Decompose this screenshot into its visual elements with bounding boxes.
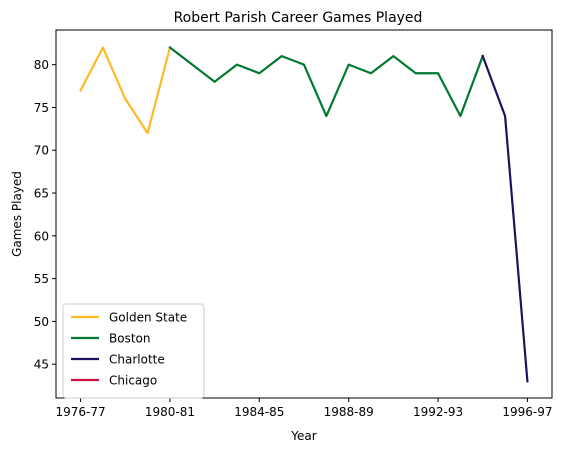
y-axis-label: Games Played — [10, 171, 24, 257]
y-tick-label: 60 — [34, 229, 49, 243]
y-tick-label: 75 — [34, 101, 49, 115]
y-tick-label: 70 — [34, 144, 49, 158]
y-tick-label: 65 — [34, 187, 49, 201]
y-axis: 45 50 55 60 65 70 75 80 — [34, 58, 56, 372]
x-tick-label: 1984-85 — [234, 405, 284, 419]
series-line-golden-state — [79, 46, 172, 135]
x-tick-label: 1996-97 — [502, 405, 552, 419]
x-tick-label: 1992-93 — [413, 405, 463, 419]
x-tick-label: 1980-81 — [145, 405, 195, 419]
x-tick-label: 1976-77 — [56, 405, 106, 419]
y-tick-label: 80 — [34, 58, 49, 72]
y-tick-label: 45 — [34, 358, 49, 372]
x-axis: 1976-77 1980-81 1984-85 1988-89 1992-93 1996-… — [56, 398, 552, 419]
legend-label: Charlotte — [109, 353, 165, 367]
legend-label: Golden State — [109, 311, 187, 325]
x-tick-label: 1988-89 — [324, 405, 374, 419]
chart-title: Robert Parish Career Games Played — [174, 10, 423, 26]
legend-label: Boston — [109, 332, 150, 346]
plot-frame — [55, 29, 553, 399]
series-lines — [79, 45, 529, 383]
y-tick-label: 55 — [34, 272, 49, 286]
y-tick-label: 50 — [34, 315, 49, 329]
legend: Golden State Boston Charlotte Chicago — [62, 303, 205, 399]
legend-box — [62, 303, 205, 399]
series-line-charlotte — [481, 54, 529, 383]
series-line-boston — [168, 45, 485, 118]
x-axis-label: Year — [290, 429, 316, 443]
legend-label: Chicago — [109, 374, 157, 388]
